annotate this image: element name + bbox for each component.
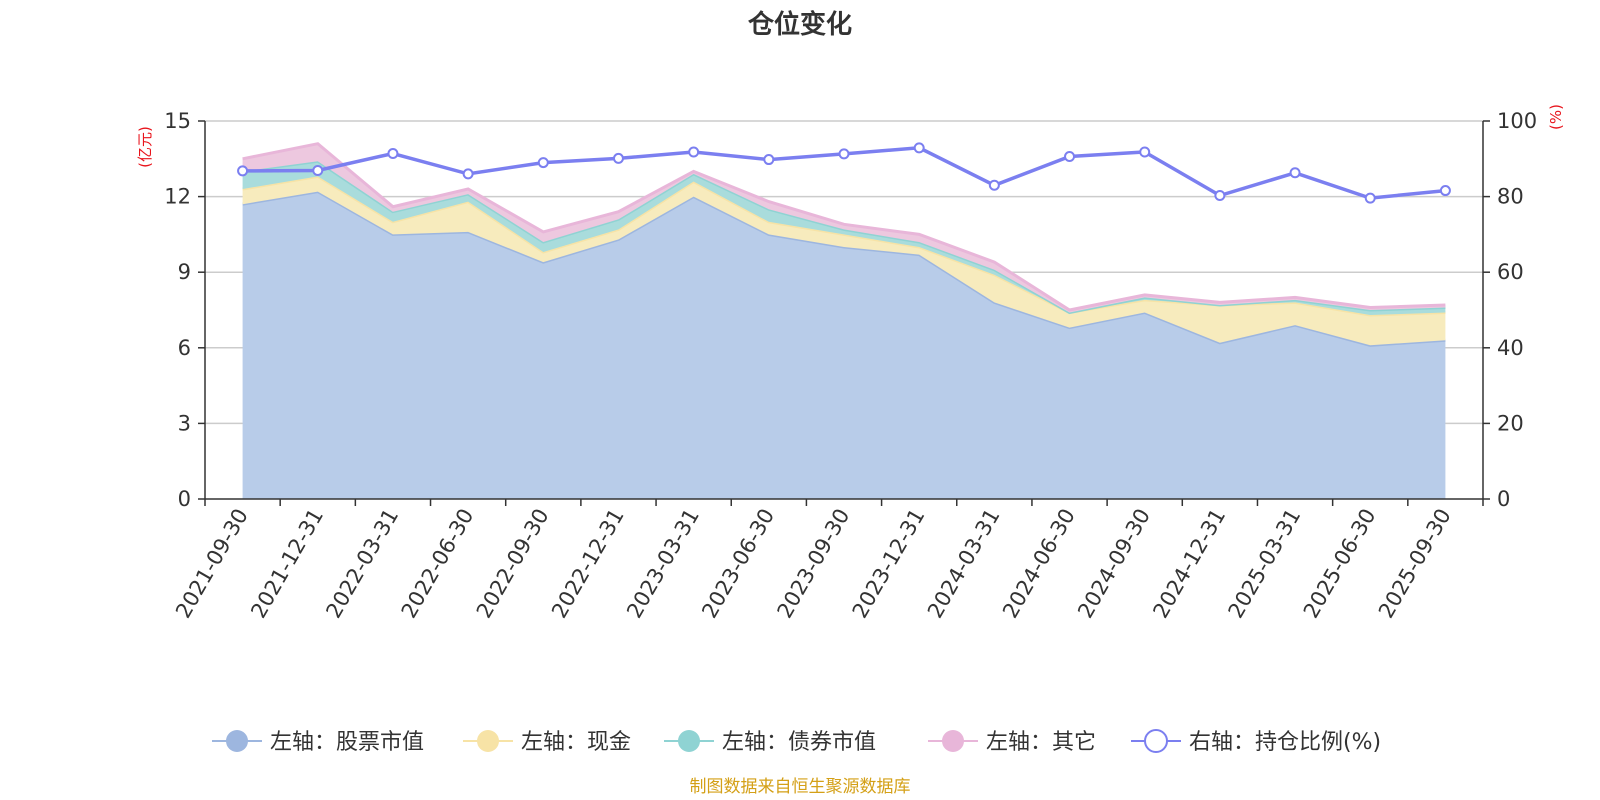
x-axis-label: 2025-06-30 — [1299, 505, 1381, 623]
left-axis-tick-label: 0 — [178, 487, 191, 511]
right-axis-unit: (%) — [1547, 104, 1565, 130]
left-axis-tick-label: 6 — [178, 336, 191, 360]
legend-item: 右轴：持仓比例(%) — [1131, 729, 1381, 755]
legend-item: 左轴：其它 — [928, 730, 1096, 755]
legend-marker — [942, 730, 964, 752]
area-series-3 — [242, 143, 1446, 313]
holding-ratio-point — [387, 148, 399, 160]
holding-ratio-point — [763, 154, 775, 166]
holding-ratio-point — [237, 165, 249, 177]
x-axis-label: 2025-03-31 — [1224, 505, 1306, 623]
holding-ratio-point — [462, 168, 474, 180]
x-axis-label: 2022-03-31 — [321, 505, 403, 623]
legend-label: 左轴：其它 — [986, 730, 1096, 755]
holding-ratio-point — [1064, 151, 1076, 163]
x-axis-label: 2023-09-30 — [773, 505, 855, 623]
holding-ratio-point — [1214, 189, 1226, 201]
holding-ratio-point — [612, 152, 624, 164]
legend-label: 左轴：债券市值 — [722, 730, 876, 755]
legend-item: 左轴：债券市值 — [664, 730, 876, 755]
holding-ratio-point — [988, 179, 1000, 191]
holding-ratio-point — [537, 157, 549, 169]
holding-ratio-point — [913, 142, 925, 154]
left-axis-tick-label: 15 — [164, 109, 191, 133]
holding-ratio-point — [1289, 167, 1301, 179]
left-axis-tick-label: 9 — [178, 260, 191, 284]
holding-ratio-point — [1364, 192, 1376, 204]
left-axis-tick-label: 3 — [178, 411, 191, 435]
legend-marker — [477, 730, 499, 752]
x-axis-label: 2024-09-30 — [1073, 505, 1155, 623]
legend-marker — [678, 730, 700, 752]
legend-item: 左轴：股票市值 — [212, 730, 424, 755]
x-axis-label: 2024-12-31 — [1148, 505, 1230, 623]
holding-ratio-point — [312, 165, 324, 177]
left-axis-unit: (亿元) — [136, 126, 154, 168]
area-series-1 — [242, 176, 1446, 346]
x-axis-label: 2022-06-30 — [397, 505, 479, 623]
x-axis-label: 2023-12-31 — [848, 505, 930, 623]
right-axis-tick-label: 100 — [1497, 109, 1537, 133]
left-axis-tick-label: 12 — [164, 185, 191, 209]
right-axis-tick-label: 0 — [1497, 487, 1510, 511]
x-axis-label: 2022-12-31 — [547, 505, 629, 623]
right-axis-tick-label: 40 — [1497, 336, 1524, 360]
holding-ratio-point — [1439, 185, 1451, 197]
x-axis-label: 2024-06-30 — [998, 505, 1080, 623]
holding-ratio-line — [237, 142, 1451, 204]
x-axis-label: 2021-09-30 — [171, 505, 253, 623]
right-axis-tick-label: 60 — [1497, 260, 1524, 284]
holding-ratio-point — [1139, 146, 1151, 158]
legend-label: 右轴：持仓比例(%) — [1189, 730, 1381, 755]
holding-ratio-point — [688, 146, 700, 158]
x-axis-label: 2022-09-30 — [472, 505, 554, 623]
legend-marker — [226, 730, 248, 752]
x-axis-label: 2024-03-31 — [923, 505, 1005, 623]
legend-item: 左轴：现金 — [463, 730, 631, 755]
right-axis-tick-label: 20 — [1497, 411, 1524, 435]
right-axis-tick-label: 80 — [1497, 185, 1524, 209]
legend: 左轴：股票市值 左轴：现金 左轴：债券市值 左轴：其它 右轴：持仓比例(%) — [212, 729, 1381, 755]
legend-label: 左轴：股票市值 — [270, 730, 424, 755]
area-top-line-3 — [242, 142, 1446, 312]
stacked-areas — [242, 142, 1446, 499]
legend-label: 左轴：现金 — [521, 730, 631, 755]
chart-title: 仓位变化 — [747, 9, 852, 40]
data-source-note: 制图数据来自恒生聚源数据库 — [690, 777, 911, 797]
x-axis-label: 2023-03-31 — [622, 505, 704, 623]
area-series-0 — [242, 191, 1446, 499]
legend-marker — [1144, 729, 1168, 753]
holding-ratio-point — [838, 148, 850, 160]
x-axis-label: 2025-09-30 — [1374, 505, 1456, 623]
x-axis-label: 2023-06-30 — [697, 505, 779, 623]
x-axis-label: 2021-12-31 — [246, 505, 328, 623]
